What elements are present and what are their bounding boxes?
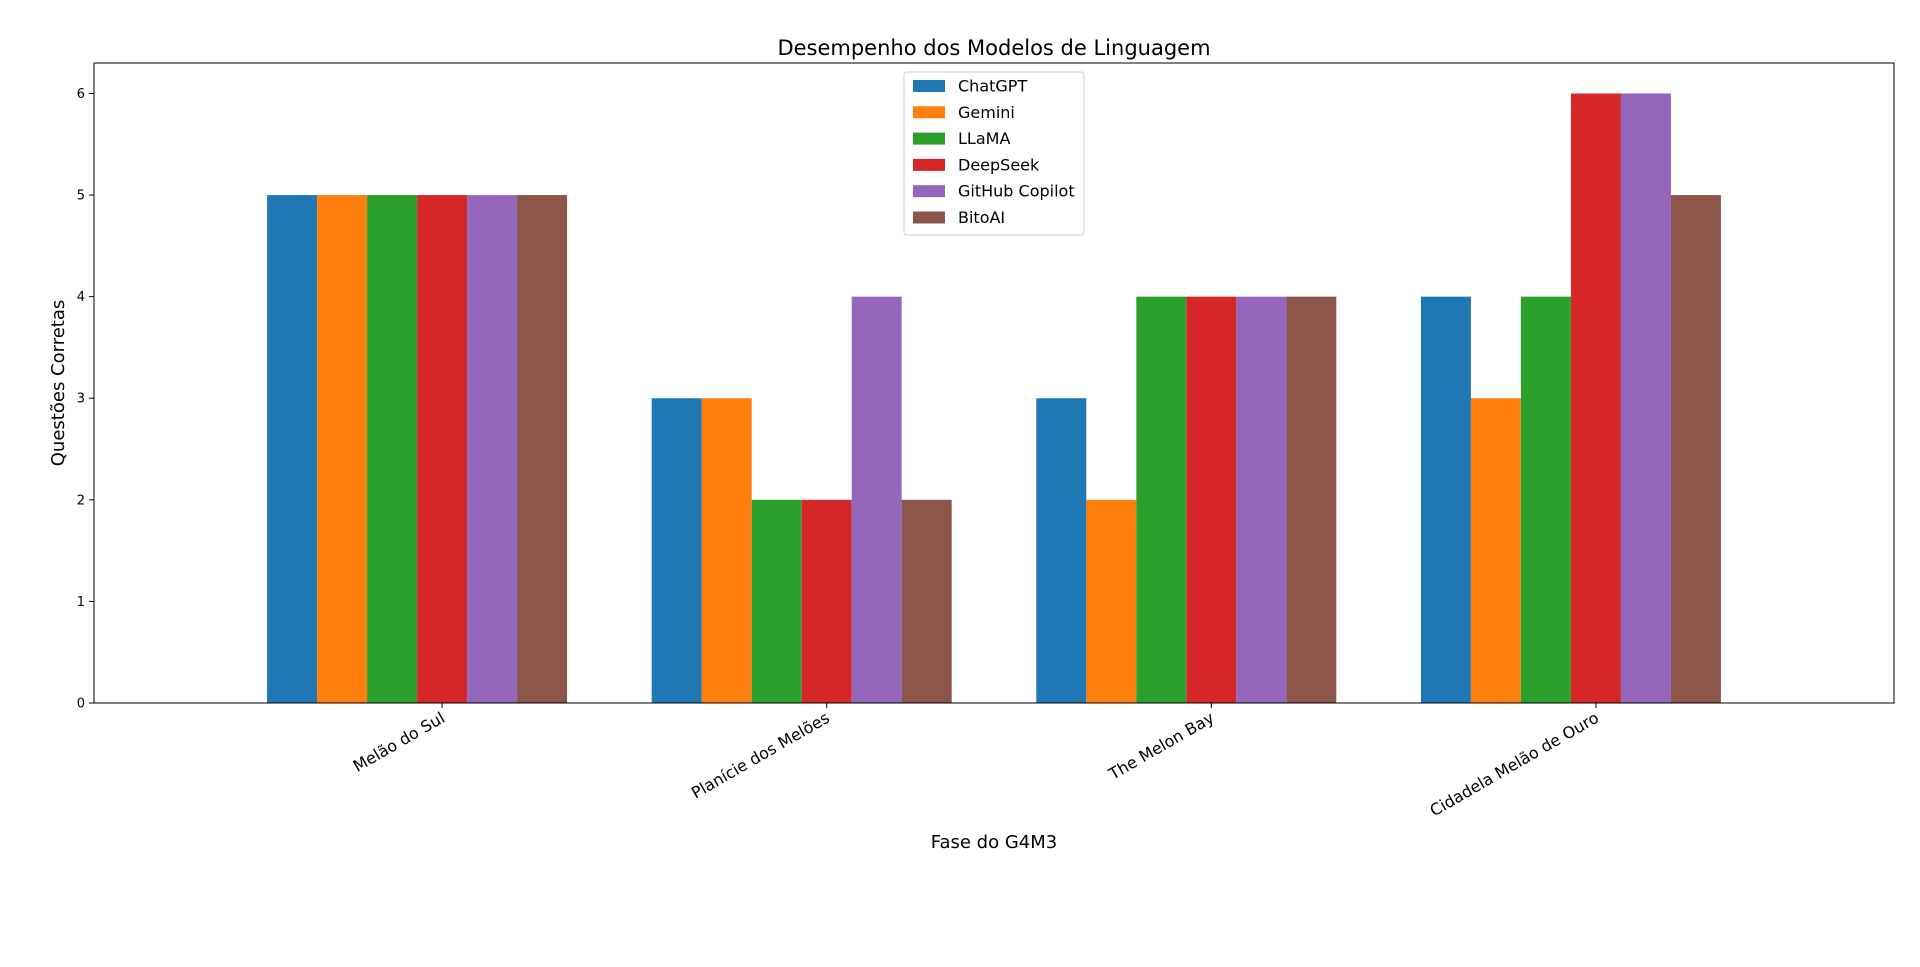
bar-bitoai-3: [1670, 195, 1721, 704]
bar-chatgpt-1: [651, 398, 702, 703]
bar-github-copilot-2: [1236, 296, 1287, 703]
bar-deepseek-1: [801, 499, 852, 703]
bar-gemini-2: [1086, 499, 1137, 703]
bar-gemini-3: [1470, 398, 1521, 703]
bars-layer: [267, 93, 1721, 704]
y-tick-label: 1: [77, 595, 85, 610]
bar-chatgpt-2: [1036, 398, 1087, 703]
y-tick-label: 4: [77, 290, 85, 305]
y-axis-ticks: 0 1 2 3 4 5 6: [77, 87, 94, 712]
legend-label-chatgpt: ChatGPT: [958, 77, 1027, 96]
legend-swatch-deepseek: [913, 158, 945, 171]
legend-label-deepseek: DeepSeek: [958, 155, 1040, 174]
bar-llama-2: [1136, 296, 1187, 703]
bar-github-copilot-1: [851, 296, 902, 703]
chart-title: Desempenho dos Modelos de Linguagem: [777, 36, 1210, 60]
bar-bitoai-2: [1286, 296, 1337, 703]
bar-deepseek-3: [1570, 93, 1621, 703]
bar-github-copilot-3: [1620, 93, 1671, 703]
legend-swatch-github-copilot: [913, 185, 945, 198]
legend-label-gemini: Gemini: [958, 103, 1015, 122]
y-tick-label: 2: [77, 493, 85, 508]
plot-frame: [93, 62, 1895, 704]
bar-github-copilot-0: [467, 195, 518, 704]
bar-gemini-1: [701, 398, 752, 703]
legend-box: [903, 71, 1085, 236]
y-tick-label: 5: [77, 189, 85, 204]
bar-chatgpt-0: [267, 195, 318, 704]
legend-label-bitoai: BitoAI: [958, 208, 1005, 227]
bar-bitoai-1: [901, 499, 952, 703]
legend-swatch-gemini: [913, 106, 945, 119]
bar-chatgpt-3: [1420, 296, 1471, 703]
y-tick-label: 3: [77, 392, 85, 407]
legend-label-github-copilot: GitHub Copilot: [958, 182, 1075, 201]
y-tick-label: 0: [77, 697, 85, 712]
legend-label-llama: LLaMA: [958, 129, 1010, 148]
y-tick-label: 6: [77, 87, 85, 102]
bar-deepseek-2: [1186, 296, 1237, 703]
y-axis-title: Questões Corretas: [48, 300, 69, 466]
legend-swatch-chatgpt: [913, 80, 945, 92]
bar-llama-3: [1520, 296, 1571, 703]
legend: ChatGPT Gemini LLaMA DeepSeek GitHub Copilot…: [903, 71, 1085, 236]
legend-swatch-bitoai: [913, 211, 945, 224]
x-axis-title: Fase do G4M3: [931, 832, 1057, 853]
bar-llama-0: [367, 195, 418, 704]
bar-gemini-0: [317, 195, 368, 704]
legend-swatch-llama: [913, 132, 945, 145]
bar-bitoai-0: [517, 195, 568, 704]
bar-llama-1: [751, 499, 802, 703]
bar-deepseek-0: [417, 195, 468, 704]
